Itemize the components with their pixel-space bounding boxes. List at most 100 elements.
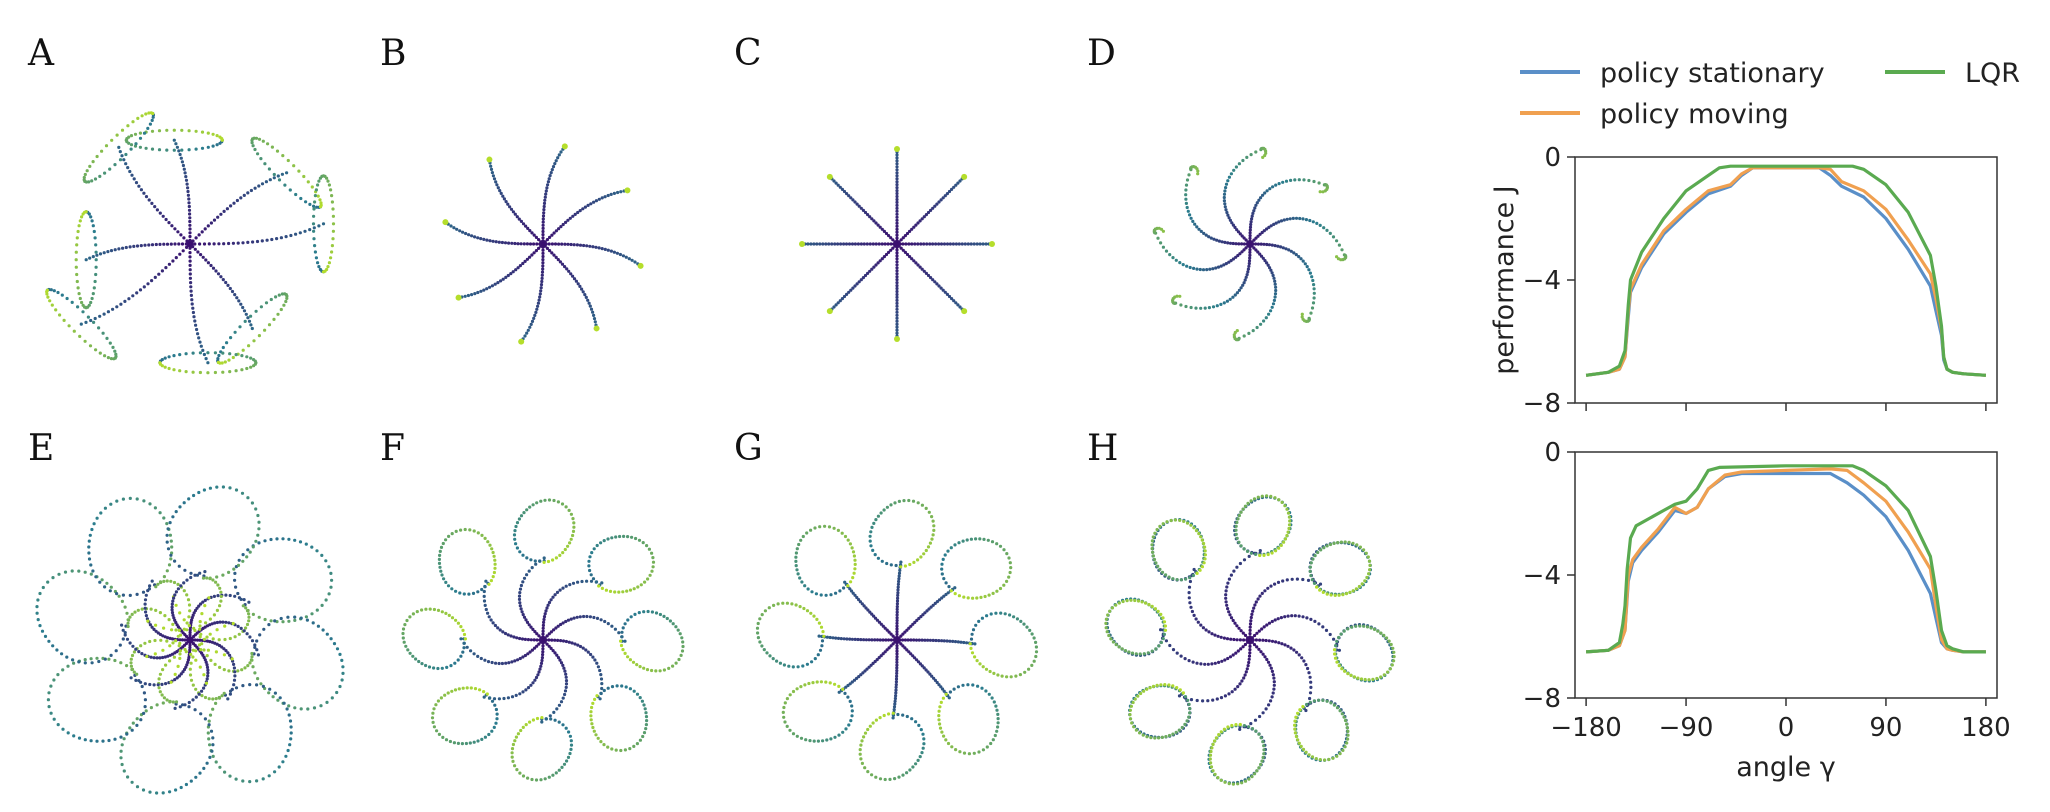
trajectory-dot bbox=[308, 202, 312, 206]
trajectory-dot bbox=[1252, 606, 1256, 610]
trajectory-dot bbox=[549, 717, 553, 721]
trajectory-dot bbox=[1019, 619, 1023, 624]
trajectory-dot bbox=[452, 226, 456, 230]
trajectory-dot bbox=[1334, 644, 1338, 648]
trajectory-dot bbox=[94, 265, 98, 269]
trajectory-dot bbox=[588, 304, 592, 308]
trajectory-dot bbox=[1264, 638, 1268, 643]
trajectory-dot bbox=[529, 558, 533, 562]
trajectory-dot bbox=[89, 657, 93, 661]
trajectory-dot bbox=[836, 301, 840, 305]
trajectory-dot bbox=[519, 728, 523, 733]
trajectory-dot bbox=[582, 614, 586, 619]
trajectory-dot bbox=[648, 573, 652, 577]
trajectory-dot bbox=[150, 279, 154, 283]
trajectory-dot bbox=[933, 204, 937, 208]
trajectory-dot bbox=[539, 283, 544, 287]
trajectory-dot bbox=[1312, 291, 1316, 295]
panel-letter: H bbox=[1087, 428, 1118, 469]
trajectory-dot bbox=[217, 242, 221, 246]
trajectory-dot bbox=[521, 553, 525, 557]
trajectory-dot bbox=[1234, 651, 1238, 655]
trajectory-dot bbox=[1178, 294, 1182, 298]
trajectory-dot bbox=[91, 292, 95, 296]
trajectory-dot bbox=[269, 297, 273, 302]
trajectory-dot bbox=[918, 265, 922, 269]
trajectory-dot bbox=[273, 619, 277, 623]
trajectory-dot bbox=[211, 266, 216, 270]
trajectory-dot bbox=[183, 171, 187, 175]
trajectory-dot bbox=[895, 284, 899, 288]
trajectory-dot bbox=[70, 569, 74, 573]
trajectory-dot bbox=[926, 210, 931, 215]
trajectory-dot bbox=[164, 217, 168, 222]
trajectory-dot bbox=[250, 326, 254, 331]
trajectory-dot bbox=[1340, 712, 1344, 716]
trajectory-dot bbox=[48, 299, 52, 303]
trajectory-dot bbox=[212, 594, 216, 599]
trajectory-dot bbox=[791, 689, 796, 694]
trajectory-dot bbox=[229, 204, 233, 208]
trajectory-dot bbox=[575, 615, 579, 619]
trajectory-dot bbox=[180, 128, 184, 132]
trajectory-dot bbox=[592, 547, 596, 551]
trajectory-dot bbox=[922, 215, 926, 219]
trajectory-dot bbox=[331, 222, 336, 226]
trajectory-dot bbox=[216, 215, 220, 219]
trajectory-dot bbox=[500, 240, 504, 245]
trajectory-loop bbox=[1224, 494, 1293, 642]
trajectory-dot bbox=[578, 284, 582, 288]
trajectory-dot bbox=[895, 607, 899, 612]
trajectory-dot bbox=[1272, 276, 1276, 280]
trajectory-dot bbox=[806, 242, 810, 246]
trajectory-dot bbox=[211, 578, 215, 582]
trajectory-dot bbox=[818, 525, 822, 529]
trajectory-dot bbox=[1249, 153, 1253, 157]
trajectory-dot bbox=[165, 242, 170, 246]
trajectory-dot bbox=[1246, 270, 1250, 274]
trajectory-dot bbox=[519, 219, 524, 223]
trajectory-end bbox=[518, 338, 525, 345]
trajectory-dot bbox=[861, 208, 866, 212]
trajectory-dot bbox=[1321, 190, 1325, 194]
trajectory-loop bbox=[794, 524, 899, 642]
trajectory-dot bbox=[289, 737, 293, 741]
trajectory-dot bbox=[94, 272, 98, 277]
trajectory-dot bbox=[81, 310, 85, 314]
trajectory-dot bbox=[623, 639, 627, 643]
trajectory-dot bbox=[947, 585, 951, 589]
trajectory-dot bbox=[233, 571, 237, 576]
trajectory-dot bbox=[88, 344, 93, 348]
trajectory-dot bbox=[162, 516, 166, 520]
trajectory-dot bbox=[576, 580, 580, 584]
trajectory-dot bbox=[138, 131, 142, 135]
trajectory-dot bbox=[1188, 576, 1192, 580]
trajectory-dot bbox=[569, 242, 573, 247]
trajectory-dot bbox=[600, 247, 604, 251]
trajectory-dot bbox=[1228, 613, 1232, 617]
trajectory-dot bbox=[1216, 265, 1221, 269]
trajectory-dot bbox=[1247, 725, 1251, 729]
trajectory-dot bbox=[1237, 513, 1241, 518]
trajectory-dot bbox=[760, 644, 764, 648]
trajectory-dot bbox=[578, 243, 583, 247]
trajectory-dot bbox=[485, 287, 489, 291]
trajectory-dot bbox=[463, 527, 467, 532]
trajectory-dot bbox=[513, 739, 517, 743]
trajectory-dot bbox=[1298, 708, 1302, 712]
trajectory-dot bbox=[232, 201, 236, 205]
trajectory-dot bbox=[1310, 755, 1315, 759]
trajectory-dot bbox=[1134, 652, 1138, 656]
trajectory-dot bbox=[1230, 690, 1234, 694]
trajectory-dot bbox=[401, 631, 405, 636]
trajectory-dot bbox=[77, 224, 81, 228]
trajectory-dot bbox=[809, 528, 813, 532]
trajectory-dot bbox=[1392, 659, 1396, 663]
x-tick-label: 180 bbox=[1961, 713, 2011, 743]
trajectory-dot bbox=[1336, 541, 1340, 545]
trajectory-dot bbox=[1142, 652, 1146, 656]
trajectory-dot bbox=[1352, 675, 1356, 679]
trajectory-dot bbox=[186, 186, 190, 190]
trajectory-dot bbox=[810, 590, 814, 594]
trajectory-dot bbox=[953, 592, 957, 596]
